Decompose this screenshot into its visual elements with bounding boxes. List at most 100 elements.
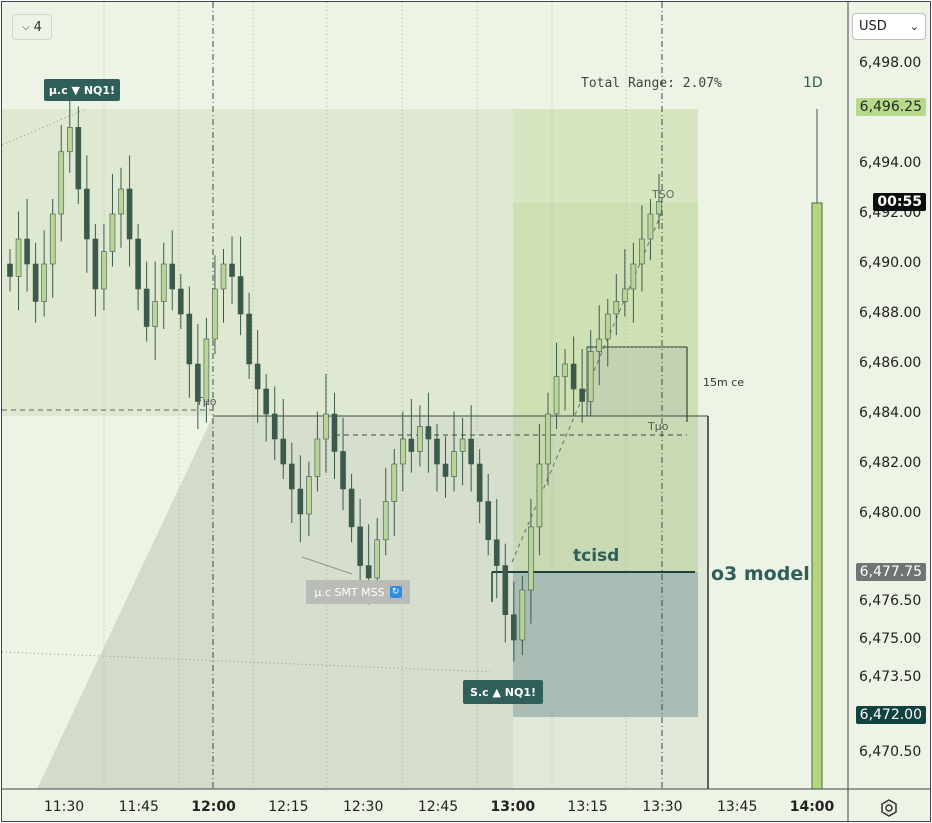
candle-body (212, 288, 218, 340)
collapse-indicators-button[interactable]: ⌵ 4 (12, 14, 52, 40)
candle-body (391, 463, 398, 502)
candle-body (41, 263, 47, 302)
candle-body (400, 438, 406, 465)
x-tick-label: 13:45 (717, 799, 758, 815)
ce-zone (586, 346, 688, 417)
candle-body (177, 288, 184, 315)
candle-body (24, 238, 30, 265)
tcisd-label: tcisd (573, 546, 620, 566)
indicator-count: 4 (33, 19, 42, 35)
chevron-down-icon: ⌵ (22, 21, 30, 33)
y-tick-label: 6,475.00 (859, 631, 922, 647)
x-tick-label: 12:15 (268, 799, 309, 815)
target-zone-top (513, 109, 698, 203)
candle-body (32, 263, 39, 302)
y-tick-label: 6,498.00 (859, 55, 922, 71)
candle-body (579, 388, 585, 402)
candle-body (348, 488, 355, 528)
candle-body (169, 263, 176, 290)
candle-body (152, 301, 158, 327)
candle-body (323, 413, 329, 440)
candle-body (485, 501, 492, 541)
y-tick-label: 6,482.00 (859, 455, 922, 471)
candle-body (186, 313, 193, 365)
candle-body (596, 338, 603, 352)
candle-body (365, 565, 372, 579)
y-tick-label: 6,476.50 (859, 593, 922, 609)
candle-body (289, 463, 295, 490)
candle-body (476, 463, 483, 502)
candle-body (237, 276, 244, 315)
candle-body (382, 501, 389, 541)
y-tick-label: 6,486.00 (859, 355, 922, 371)
candle-body (306, 476, 312, 515)
y-tick-label: 6,490.00 (859, 255, 922, 271)
x-tick-label: 13:00 (490, 799, 536, 815)
candle-body (511, 614, 517, 641)
candle-body (468, 438, 474, 465)
model-label: o3 model (711, 563, 810, 585)
candle-body (254, 363, 261, 390)
candle-body (271, 413, 278, 440)
tuo-left-label: Tμo (196, 395, 217, 408)
tcisd-zone (513, 572, 698, 717)
candle-body (75, 127, 82, 190)
bottom-marker-label: S.c ▲ NQ1! (463, 680, 543, 704)
y-tick-label: 6,480.00 (859, 505, 922, 521)
candle-body (493, 539, 500, 566)
candle-body (374, 539, 380, 579)
candle-body (195, 363, 201, 402)
refresh-icon: ↻ (389, 586, 402, 598)
x-tick-label: 13:30 (642, 799, 683, 815)
candle-body (357, 526, 363, 566)
candle-body (109, 213, 116, 252)
currency-select[interactable]: USD ⌄ (852, 13, 926, 40)
candle-body (502, 565, 509, 615)
candle-body (604, 313, 611, 340)
candle-body (246, 313, 252, 365)
candle-body (536, 463, 543, 528)
candle-body (331, 413, 338, 452)
y-tick-label: 6,488.00 (859, 305, 922, 321)
candle-body (7, 263, 13, 277)
candle-body (451, 451, 457, 477)
candle-body (340, 451, 346, 490)
candle-body (519, 589, 526, 641)
y-tick-label: 6,484.00 (859, 405, 922, 421)
trend-dot-1 (2, 108, 87, 146)
price-tag-low: 6,472.00 (855, 706, 926, 724)
candle-body (553, 376, 560, 415)
price-tag-countdown: 00:55 (873, 193, 926, 211)
candle-body (263, 388, 269, 415)
candle-body (280, 438, 287, 465)
smt-line (301, 556, 353, 575)
x-tick-label: 13:15 (567, 799, 608, 815)
settings-icon[interactable] (879, 798, 899, 818)
timeframe-label: 1D (803, 75, 823, 91)
chevron-down-icon: ⌄ (909, 20, 919, 33)
candle-body (135, 238, 141, 290)
total-range-text: Total Range: 2.07% (581, 76, 722, 91)
candle-body (613, 301, 620, 315)
candle-body (297, 488, 304, 515)
candle-body (417, 426, 423, 452)
candle-body (562, 363, 568, 377)
candle-body (570, 363, 577, 390)
currency-label: USD (859, 19, 887, 34)
candle-body (220, 263, 227, 290)
candle-body (459, 438, 466, 452)
candle-body (126, 188, 133, 240)
price-tag-mid: 6,477.75 (855, 563, 926, 581)
candle-body (647, 213, 654, 240)
candle-body (314, 438, 321, 477)
tuo-right-label: Tμo (648, 420, 669, 433)
price-tag-high: 6,496.25 (855, 98, 926, 116)
x-tick-label: 11:45 (118, 799, 159, 815)
tso-label: TSO (652, 188, 675, 201)
candle-body (118, 188, 124, 215)
x-tick-label: 14:00 (789, 799, 835, 815)
candle-body (656, 201, 662, 215)
candle-body (66, 127, 73, 153)
